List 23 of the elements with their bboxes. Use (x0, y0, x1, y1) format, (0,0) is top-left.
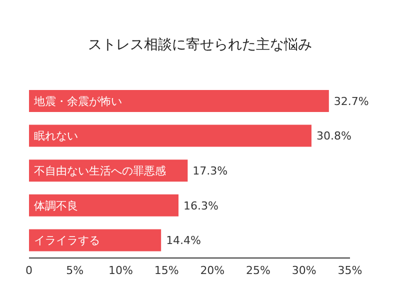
x-tick-label: 25% (246, 264, 271, 277)
x-tick-label: 5% (66, 264, 84, 277)
x-tick-label: 0 (26, 264, 32, 277)
data-label: 17.3% (192, 164, 228, 178)
data-label: 32.7% (334, 94, 369, 108)
y-tick-label: 不自由ない生活への罪悪感 (34, 164, 166, 178)
x-tick-label: 20% (200, 264, 225, 277)
x-tick-label: 30% (292, 264, 316, 277)
data-label: 30.8% (316, 130, 352, 143)
y-tick-label: 体調不良 (34, 199, 78, 212)
x-tick-label: 10% (108, 264, 133, 277)
bar (29, 124, 312, 147)
data-label: 14.4% (166, 234, 202, 248)
x-tick-label: 35% (338, 264, 362, 277)
bar (29, 90, 329, 112)
bar (29, 229, 162, 252)
y-tick-label: 眠れない (34, 130, 78, 143)
bar (29, 194, 178, 216)
x-tick-label: 15% (154, 264, 179, 277)
chart-title: ストレス相談に寄せられた主な悩み (87, 36, 313, 54)
y-tick-label: イライラする (34, 234, 100, 248)
data-label: 16.3% (183, 199, 218, 212)
y-tick-label: 地震・余震が怖い (33, 94, 122, 108)
